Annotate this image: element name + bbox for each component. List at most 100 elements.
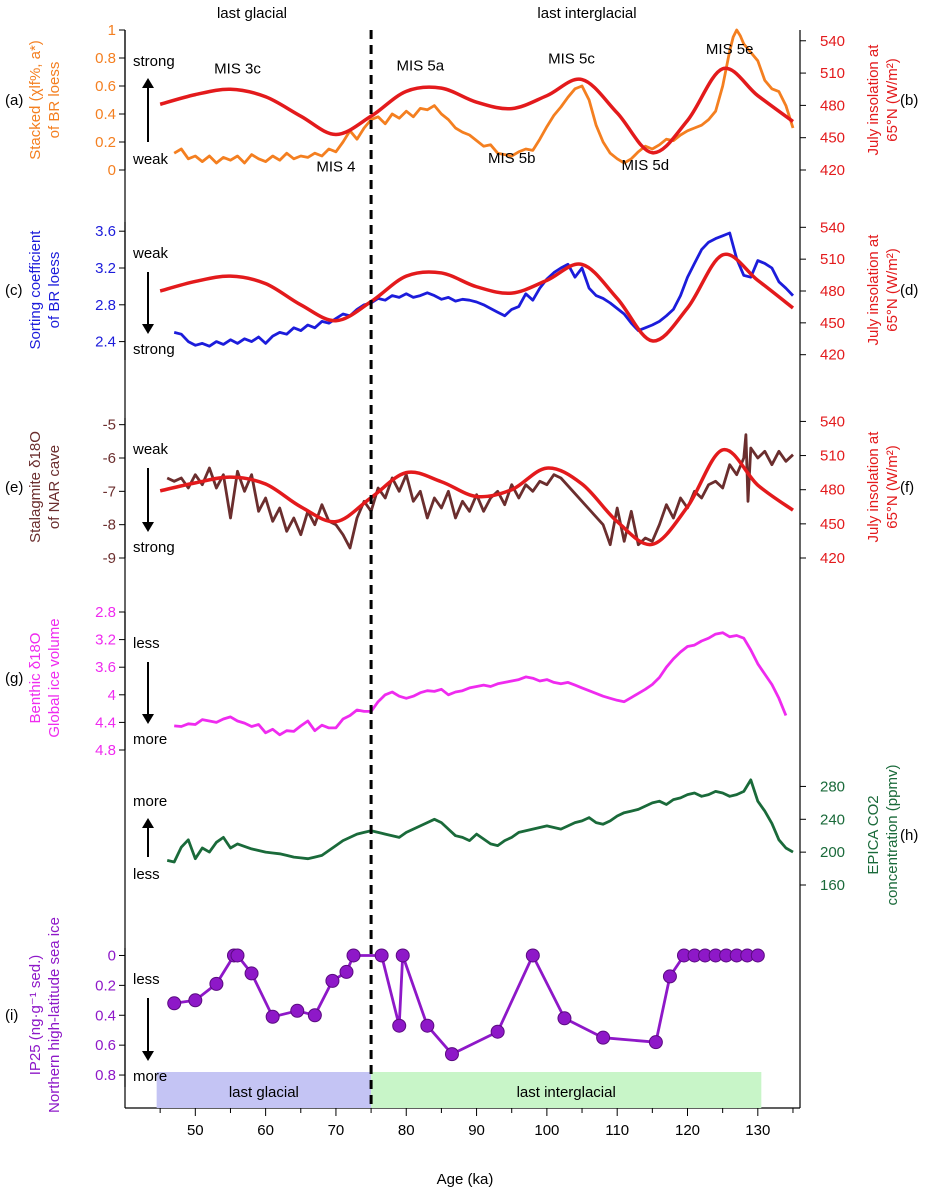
right-tick-label: 510 xyxy=(820,65,845,82)
series-marker xyxy=(339,964,354,979)
left-tick-label: 0 xyxy=(108,947,116,964)
right-axis-label: July insolation at 65°N (W/m²) xyxy=(865,431,901,543)
series-line-1 xyxy=(159,66,795,155)
x-tick-label: 90 xyxy=(468,1122,485,1139)
left-axis-label: Sorting coefficient of BR loess xyxy=(27,230,63,350)
right-axis-label-line: concentration (ppmv) xyxy=(884,765,901,906)
right-tick-label: 510 xyxy=(820,251,845,268)
x-tick-label: 80 xyxy=(398,1122,415,1139)
left-tick-label: -8 xyxy=(103,517,116,534)
right-tick-label: 280 xyxy=(820,778,845,795)
right-tick-label: 450 xyxy=(820,315,845,332)
series-marker xyxy=(325,973,340,988)
series-marker xyxy=(648,1035,663,1050)
arrow-head-down xyxy=(142,1051,154,1061)
arrow-top-label: weak xyxy=(132,441,169,458)
panel-letter-e: (e) xyxy=(5,479,23,496)
left-tick-label: 3.6 xyxy=(95,223,116,240)
right-tick-label: 480 xyxy=(820,482,845,499)
left-axis-label-line: of NAR cave xyxy=(46,445,63,529)
series-line-0 xyxy=(173,28,795,165)
series-marker xyxy=(167,996,182,1011)
left-tick-label: 0.8 xyxy=(95,1067,116,1084)
band-0 xyxy=(156,1072,372,1108)
left-tick-label: 0.4 xyxy=(95,106,116,123)
panels: last glacial last interglacial00.20.40.60… xyxy=(5,22,918,1113)
panel-h: 160 200 240 280 EPICA CO2 concentration (ppmv… xyxy=(133,765,918,906)
arrow-head-down xyxy=(142,324,154,334)
series-line-0 xyxy=(166,433,794,550)
x-tick-label: 70 xyxy=(328,1122,345,1139)
series-marker xyxy=(209,976,224,991)
series-marker xyxy=(490,1024,505,1039)
right-axis-label-line: 65°N (W/m²) xyxy=(884,248,901,332)
panel-letter-h: (h) xyxy=(900,827,918,844)
left-tick-label: 0.2 xyxy=(95,134,116,151)
right-axis-label: EPICA CO2 concentration (ppmv) xyxy=(865,765,901,906)
left-tick-label: 3.2 xyxy=(95,260,116,277)
series-line-1 xyxy=(159,448,794,547)
left-axis-label: IP25 (ng·g⁻¹ sed.) Northern high-latitude… xyxy=(27,917,63,1113)
right-tick-label: 480 xyxy=(820,97,845,114)
left-axis-label-line: of BR loess xyxy=(46,252,63,329)
panel-g: 2.8 3.2 3.6 4 4.4 4.8 Benthic δ18O Global ice v… xyxy=(5,604,788,759)
panel-letter-g: (g) xyxy=(5,670,23,687)
left-tick-label: 2.4 xyxy=(95,334,116,351)
series-marker xyxy=(230,948,245,963)
series-marker xyxy=(188,993,203,1008)
right-axis-label: July insolation at 65°N (W/m²) xyxy=(865,234,901,346)
series-line-1 xyxy=(159,252,795,343)
right-tick-label: 200 xyxy=(820,844,845,861)
panel-i: 0 0.2 0.4 0.6 0.8 IP25 (ng·g⁻¹ sed.) Northern … xyxy=(5,917,765,1113)
left-tick-label: 2.8 xyxy=(95,297,116,314)
left-axis-label-line: Northern high-latitude sea ice xyxy=(46,917,63,1113)
x-tick-label: 120 xyxy=(675,1122,700,1139)
mis-label: MIS 3c xyxy=(214,60,261,77)
arrow-top-label: less xyxy=(133,971,160,988)
mis-label: MIS 5b xyxy=(488,150,536,167)
panel-letter-a: (a) xyxy=(5,92,23,109)
arrow-top-label: less xyxy=(133,635,160,652)
left-tick-label: 0.8 xyxy=(95,50,116,67)
right-axis-label-line: EPICA CO2 xyxy=(865,795,882,874)
right-tick-label: 420 xyxy=(820,162,845,179)
left-axis-label-line: of BR loess xyxy=(46,62,63,139)
arrow-bottom-label: weak xyxy=(132,151,169,168)
left-axis-label-line: Stacked (χlf%, a*) xyxy=(27,40,44,160)
left-tick-label: 3.6 xyxy=(95,659,116,676)
right-axis-label-line: 65°N (W/m²) xyxy=(884,58,901,142)
left-tick-label: 0.4 xyxy=(95,1007,116,1024)
panel-letter-c: (c) xyxy=(5,282,23,299)
series-marker xyxy=(244,966,259,981)
panel-letter-f: (f) xyxy=(900,479,914,496)
x-axis: 50 60 70 80 90 100 110 120 130 xyxy=(159,1108,794,1139)
panel-a: 0 0.2 0.4 0.6 0.8 1 Stacked (χlf%, a*) of BR lo… xyxy=(5,22,918,179)
left-axis-label: Stalagmite δ18O of NAR cave xyxy=(27,431,63,543)
left-axis-label-line: Benthic δ18O xyxy=(27,633,44,724)
panel-e: -9 -8 -7 -6 -5 Stalagmite δ18O of NAR cave 420 4… xyxy=(5,413,914,567)
panel-letter-i: (i) xyxy=(5,1007,18,1024)
series-marker xyxy=(750,948,765,963)
left-tick-label: -9 xyxy=(103,550,116,567)
mis-label: MIS 4 xyxy=(316,158,355,175)
right-tick-label: 240 xyxy=(820,811,845,828)
arrow-head-down xyxy=(142,714,154,724)
left-tick-label: 0 xyxy=(108,162,116,179)
left-tick-label: 0.6 xyxy=(95,1037,116,1054)
x-axis-label: Age (ka) xyxy=(437,1171,494,1188)
right-tick-label: 480 xyxy=(820,283,845,300)
right-tick-label: 540 xyxy=(820,219,845,236)
series-marker xyxy=(557,1011,572,1026)
mis-label: MIS 5c xyxy=(548,51,595,68)
arrow-bottom-label: strong xyxy=(133,539,175,556)
series-line-0 xyxy=(174,631,788,737)
series-marker xyxy=(374,948,389,963)
panel-letter-d: (d) xyxy=(900,282,918,299)
series-marker xyxy=(346,948,361,963)
left-axis-label-line: IP25 (ng·g⁻¹ sed.) xyxy=(27,955,44,1075)
arrow-head-down xyxy=(142,522,154,532)
arrow-bottom-label: strong xyxy=(133,341,175,358)
arrow-top-label: weak xyxy=(132,245,169,262)
right-tick-label: 540 xyxy=(820,33,845,50)
